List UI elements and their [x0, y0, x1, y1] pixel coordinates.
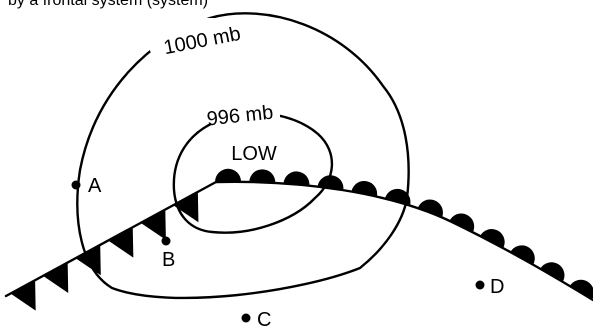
- warm-front-semicircle: [384, 188, 411, 206]
- cold-front-triangle: [75, 244, 101, 276]
- isobar-1000mb: [76, 12, 410, 300]
- warm-front-semicircle: [510, 245, 535, 265]
- header-text: by a frontal system (system): [8, 0, 208, 9]
- station-c-label: C: [257, 309, 271, 329]
- cold-front-triangle: [173, 191, 199, 223]
- isobar-996mb: [172, 111, 334, 234]
- warm-front: [214, 168, 593, 302]
- station-a-dot: [71, 180, 81, 190]
- station-a-label: A: [88, 175, 102, 197]
- warm-front-semicircle: [249, 169, 276, 183]
- warm-front-semicircle: [317, 175, 344, 191]
- warm-front-semicircle: [215, 168, 242, 182]
- warm-front-semicircle: [417, 199, 443, 218]
- station-c-dot: [241, 313, 251, 323]
- cold-front-triangle: [10, 280, 36, 311]
- warm-front-line: [214, 180, 593, 302]
- station-d-label: D: [490, 276, 504, 298]
- warm-front-semicircle: [449, 213, 475, 233]
- warm-front-semicircle: [569, 279, 593, 300]
- station-d-dot: [475, 280, 485, 290]
- station-b-dot: [161, 236, 171, 246]
- cold-front-triangle: [43, 262, 69, 293]
- station-b-label: B: [162, 249, 175, 271]
- warm-front-semicircle: [540, 262, 565, 282]
- warm-front-semicircle: [480, 229, 505, 249]
- warm-front-semicircle: [283, 171, 310, 186]
- warm-front-semicircle: [351, 180, 378, 197]
- cold-front-triangle: [108, 227, 134, 258]
- low-pressure-label: LOW: [231, 143, 277, 165]
- cold-front-triangle: [140, 209, 166, 240]
- cold-front: [4, 180, 218, 311]
